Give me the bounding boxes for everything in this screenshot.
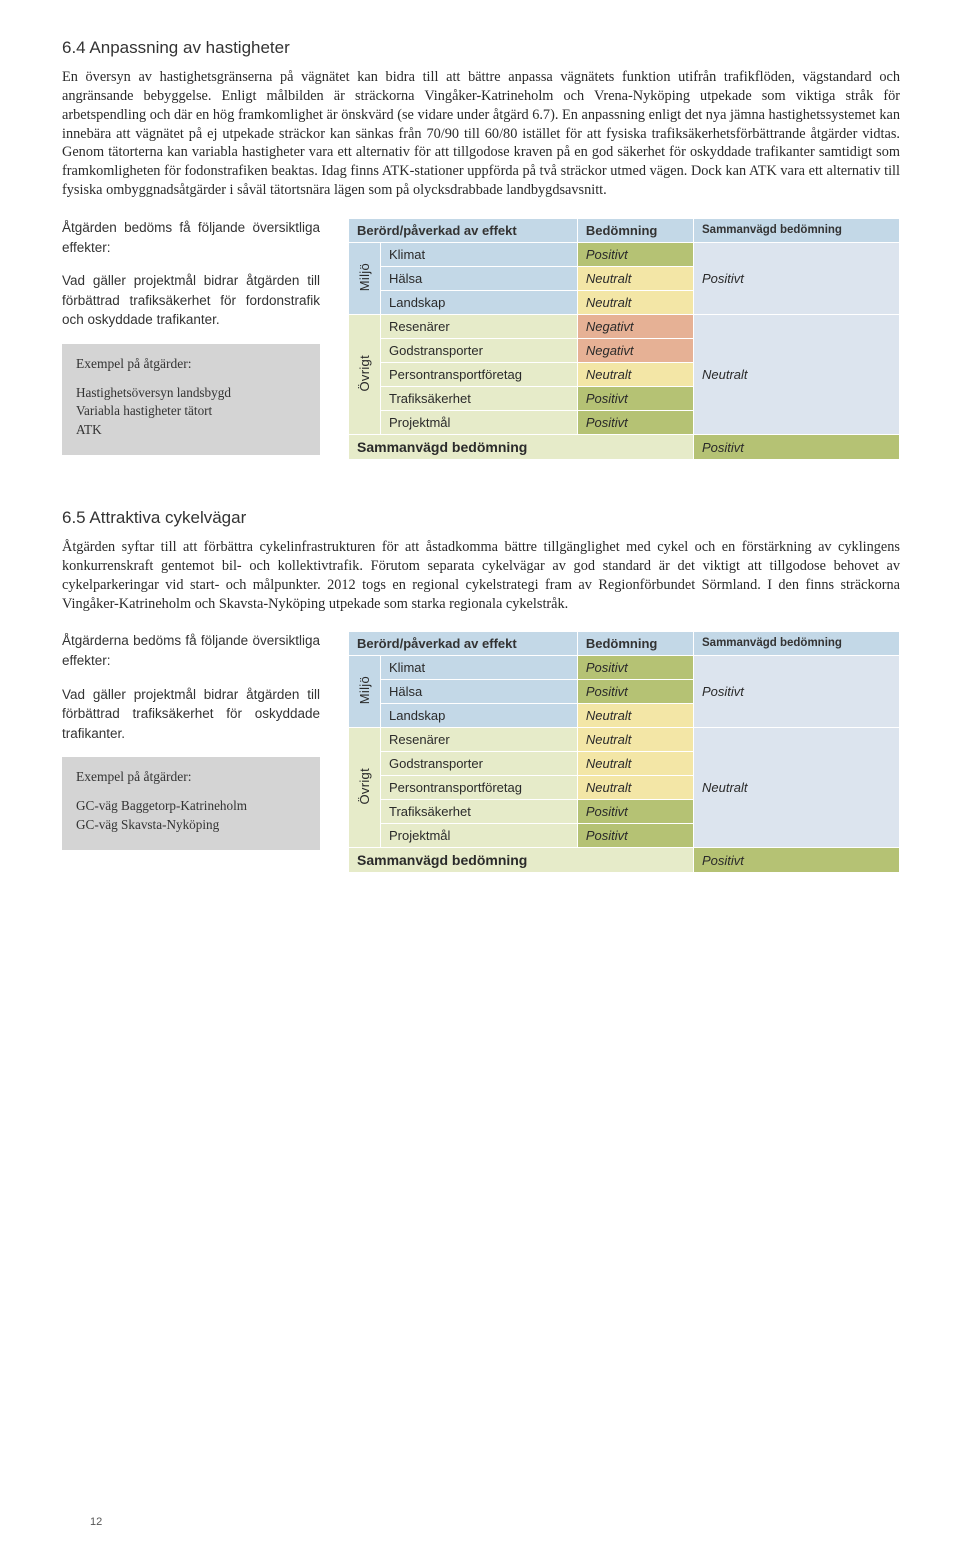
effect-value: Neutralt xyxy=(577,776,693,800)
summary-label: Sammanvägd bedömning xyxy=(349,848,694,873)
example-item: GC-väg Baggetorp-Katrineholm xyxy=(76,797,306,815)
effect-label: Landskap xyxy=(381,291,578,315)
effect-label: Resenärer xyxy=(381,315,578,339)
example-item: GC-väg Skavsta-Nyköping xyxy=(76,816,306,834)
col-sammanvagd: Sammanvägd bedömning xyxy=(694,632,900,656)
example-item: Hastighetsöversyn landsbygd xyxy=(76,384,306,402)
effect-label: Trafiksäkerhet xyxy=(381,387,578,411)
summary-value: Positivt xyxy=(694,435,900,460)
example-item: Variabla hastigheter tätort xyxy=(76,402,306,420)
effect-value: Negativt xyxy=(577,339,693,363)
effect-value: Positivt xyxy=(577,243,693,267)
example-title: Exempel på åtgärder: xyxy=(76,356,306,372)
group-ovrigt: Övrigt xyxy=(349,728,381,848)
sammanvagd-ovrigt: Neutralt xyxy=(694,728,900,848)
sammanvagd-miljo: Positivt xyxy=(694,243,900,315)
effect-value: Positivt xyxy=(577,387,693,411)
effect-label: Hälsa xyxy=(381,267,578,291)
group-ovrigt: Övrigt xyxy=(349,315,381,435)
effect-label: Persontransportföretag xyxy=(381,776,578,800)
effect-value: Positivt xyxy=(577,656,693,680)
effect-label: Projektmål xyxy=(381,411,578,435)
effect-value: Neutralt xyxy=(577,291,693,315)
assessment-block-2: Åtgärderna bedöms få följande översiktli… xyxy=(62,631,900,873)
col-berord: Berörd/påverkad av effekt xyxy=(349,632,578,656)
assessment-block-1: Åtgärden bedöms få följande översiktliga… xyxy=(62,218,900,460)
intro-text: Vad gäller projektmål bidrar åtgärden ti… xyxy=(62,271,320,330)
col-bedomning: Bedömning xyxy=(577,219,693,243)
effect-label: Landskap xyxy=(381,704,578,728)
example-box: Exempel på åtgärder: Hastighetsöversyn l… xyxy=(62,344,320,455)
effect-label: Godstransporter xyxy=(381,339,578,363)
section-body: Åtgärden syftar till att förbättra cykel… xyxy=(62,538,900,613)
effect-label: Klimat xyxy=(381,243,578,267)
effect-value: Neutralt xyxy=(577,752,693,776)
example-item: ATK xyxy=(76,421,306,439)
effect-value: Positivt xyxy=(577,411,693,435)
effect-label: Hälsa xyxy=(381,680,578,704)
effect-value: Neutralt xyxy=(577,267,693,291)
effect-value: Positivt xyxy=(577,680,693,704)
col-bedomning: Bedömning xyxy=(577,632,693,656)
example-title: Exempel på åtgärder: xyxy=(76,769,306,785)
group-miljo: Miljö xyxy=(349,243,381,315)
section-heading: 6.4 Anpassning av hastigheter xyxy=(62,38,900,58)
effect-value: Neutralt xyxy=(577,704,693,728)
effect-value: Neutralt xyxy=(577,728,693,752)
sammanvagd-miljo: Positivt xyxy=(694,656,900,728)
intro-text: Vad gäller projektmål bidrar åtgärden ti… xyxy=(62,685,320,744)
effect-value: Positivt xyxy=(577,824,693,848)
effect-label: Klimat xyxy=(381,656,578,680)
effect-label: Trafiksäkerhet xyxy=(381,800,578,824)
summary-label: Sammanvägd bedömning xyxy=(349,435,694,460)
group-miljo: Miljö xyxy=(349,656,381,728)
assessment-table: Berörd/påverkad av effektBedömningSamman… xyxy=(348,218,900,460)
summary-value: Positivt xyxy=(694,848,900,873)
example-box: Exempel på åtgärder: GC-väg Baggetorp-Ka… xyxy=(62,757,320,850)
sammanvagd-ovrigt: Neutralt xyxy=(694,315,900,435)
effect-label: Resenärer xyxy=(381,728,578,752)
effect-value: Negativt xyxy=(577,315,693,339)
effect-label: Persontransportföretag xyxy=(381,363,578,387)
section-body: En översyn av hastighetsgränserna på väg… xyxy=(62,68,900,200)
intro-text: Åtgärderna bedöms få följande översiktli… xyxy=(62,631,320,670)
col-sammanvagd: Sammanvägd bedömning xyxy=(694,219,900,243)
page-number: 12 xyxy=(90,1516,102,1528)
effect-value: Neutralt xyxy=(577,363,693,387)
assessment-table: Berörd/påverkad av effektBedömningSamman… xyxy=(348,631,900,873)
effect-label: Godstransporter xyxy=(381,752,578,776)
effect-label: Projektmål xyxy=(381,824,578,848)
col-berord: Berörd/påverkad av effekt xyxy=(349,219,578,243)
intro-text: Åtgärden bedöms få följande översiktliga… xyxy=(62,218,320,257)
effect-value: Positivt xyxy=(577,800,693,824)
section-heading: 6.5 Attraktiva cykelvägar xyxy=(62,508,900,528)
